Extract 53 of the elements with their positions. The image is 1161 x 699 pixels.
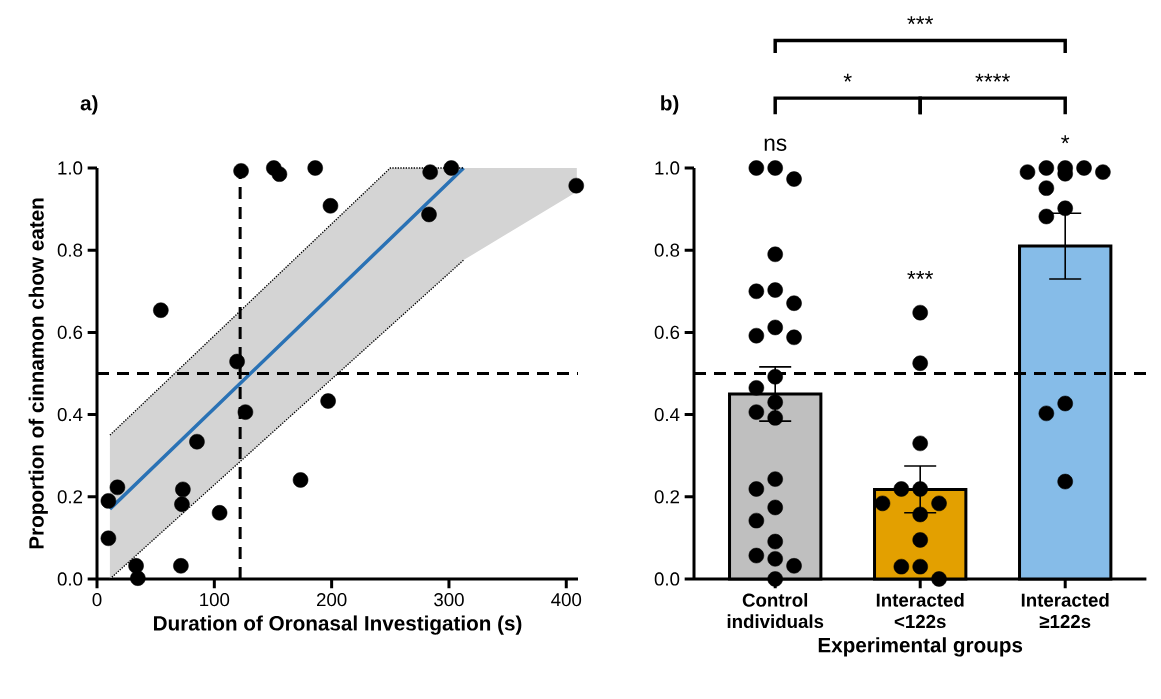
y-tick-label: 0.4 [654, 407, 680, 422]
point [109, 479, 126, 496]
text: *** [907, 16, 934, 25]
y-axis-title: Proportion of cinnamon chow eaten [28, 198, 48, 549]
point [568, 177, 584, 194]
y-tick-label: 1.0 [655, 161, 680, 175]
y-tick-label: 0.8 [57, 243, 83, 257]
point [271, 166, 288, 182]
y-tick-label: 1.0 [58, 161, 83, 175]
x-tick-label: 0 [92, 593, 102, 607]
point [421, 206, 437, 223]
x-tick-label: Interacted ≥122s [1021, 593, 1109, 629]
point [189, 433, 205, 450]
point [153, 302, 169, 318]
point [422, 164, 438, 180]
text: ns [764, 138, 787, 151]
point [322, 198, 339, 214]
y-tick-label: 0.2 [57, 490, 83, 504]
point [233, 163, 249, 179]
point [229, 353, 245, 370]
x-tick-label: 100 [200, 593, 230, 607]
annotation: *** [907, 270, 934, 279]
x-axis-title: Duration of Oronasal Investigation (s) [154, 615, 522, 635]
point [100, 530, 117, 547]
point [130, 570, 146, 586]
x-tick-label: 300 [434, 593, 464, 607]
x-tick-label: 400 [551, 593, 582, 607]
point [100, 493, 117, 509]
chart-title: b) [661, 95, 679, 115]
y-tick-label: 0.4 [57, 407, 83, 422]
point [211, 505, 228, 521]
point [320, 393, 336, 409]
y-tick-label: 0.0 [654, 572, 680, 586]
text: * [1061, 135, 1070, 144]
y-tick-label: 0.0 [57, 572, 83, 586]
x-tick-label: 200 [317, 593, 347, 607]
point [237, 404, 254, 420]
y-tick-label: 0.6 [654, 325, 680, 339]
text: * [843, 73, 852, 82]
x-tick-label: Control individuals [727, 593, 824, 629]
x-tick-label: Interacted <122s [876, 593, 964, 629]
point [174, 496, 190, 512]
point [292, 472, 309, 488]
point [173, 558, 189, 574]
text: **** [975, 73, 1010, 82]
point [307, 160, 323, 176]
y-tick-label: 0.2 [654, 490, 680, 504]
point [443, 160, 460, 176]
point [175, 481, 191, 498]
y-tick-label: 0.6 [57, 325, 83, 339]
y-tick-label: 0.8 [654, 243, 680, 257]
x-axis-title: Experimental groups [818, 637, 1023, 657]
chart-title: a) [80, 95, 98, 115]
